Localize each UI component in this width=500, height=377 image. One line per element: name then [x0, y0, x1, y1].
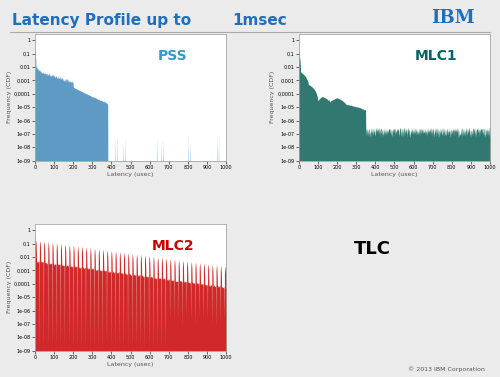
X-axis label: Latency (usec): Latency (usec) — [108, 172, 154, 177]
Text: TLC: TLC — [354, 240, 391, 258]
X-axis label: Latency (usec): Latency (usec) — [371, 172, 418, 177]
Text: PSS: PSS — [158, 49, 188, 63]
Text: MLC2: MLC2 — [152, 239, 194, 253]
Y-axis label: Frequency (CDF): Frequency (CDF) — [6, 71, 12, 123]
Y-axis label: Frequency (CDF): Frequency (CDF) — [270, 71, 276, 123]
Text: Latency Profile up to: Latency Profile up to — [12, 13, 197, 28]
Text: IBM: IBM — [431, 9, 475, 28]
Text: 1msec: 1msec — [232, 13, 287, 28]
X-axis label: Latency (usec): Latency (usec) — [108, 362, 154, 367]
Text: MLC1: MLC1 — [415, 49, 458, 63]
Text: © 2013 IBM Corporation: © 2013 IBM Corporation — [408, 367, 485, 372]
Y-axis label: Frequency (CDF): Frequency (CDF) — [6, 261, 12, 313]
